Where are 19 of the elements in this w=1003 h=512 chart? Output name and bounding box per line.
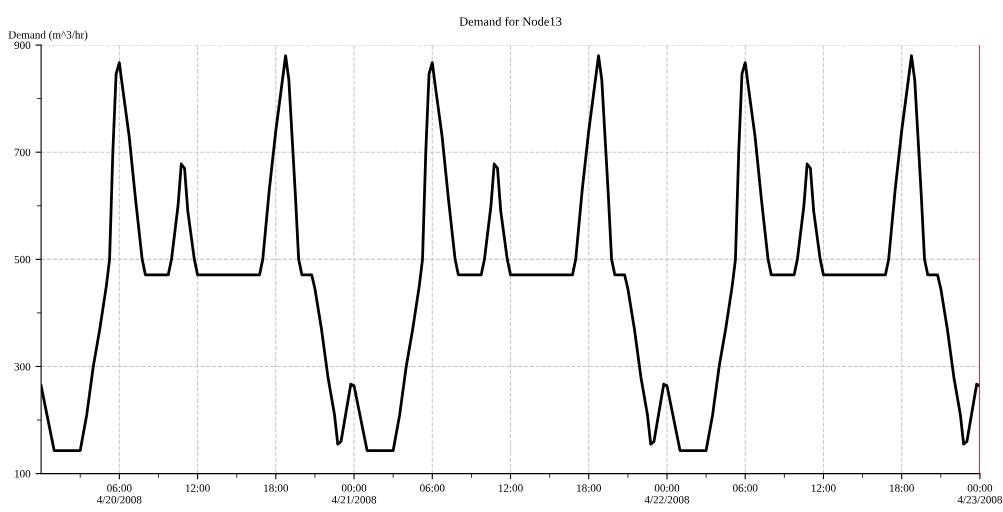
x-tick-label: 06:00 <box>420 484 445 492</box>
x-tick-label: 06:00 <box>733 484 758 492</box>
y-tick-label: 700 <box>14 148 31 157</box>
x-tick-label: 12:00 <box>185 484 210 492</box>
x-tick-label: 18:00 <box>264 484 289 492</box>
y-tick-label: 500 <box>14 255 31 264</box>
x-tick-label: 12:00 <box>498 484 523 492</box>
x-tick-label: 00:00 4/21/2008 <box>331 484 377 504</box>
y-tick-label: 900 <box>14 41 31 50</box>
x-tick-label: 06:00 4/20/2008 <box>97 484 142 504</box>
x-tick-label: 12:00 <box>811 484 836 492</box>
x-tick-label: 18:00 <box>577 484 601 492</box>
x-tick-label: 18:00 <box>890 484 914 492</box>
y-axis-title: Demand (m^3/hr) <box>8 30 88 41</box>
x-tick-label: 00:00 4/22/2008 <box>644 484 690 504</box>
x-tick-label: 00:00 4/23/2008 <box>957 484 1003 504</box>
y-tick-label: 100 <box>15 470 31 478</box>
chart-title: Demand for Node13 <box>459 16 562 26</box>
y-tick-label: 300 <box>14 362 31 371</box>
